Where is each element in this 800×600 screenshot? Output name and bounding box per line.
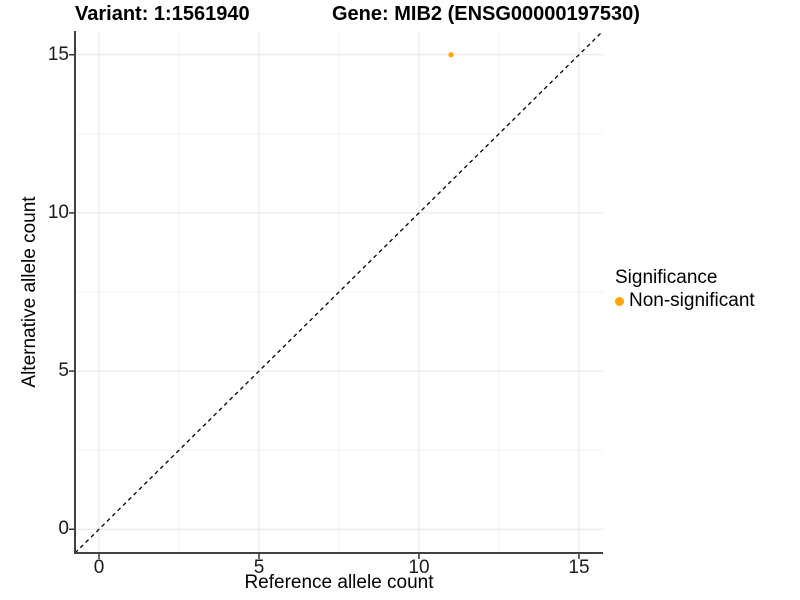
x-tick-label: 5 bbox=[253, 557, 265, 578]
legend-item-label: Non-significant bbox=[629, 290, 755, 311]
legend-title: Significance bbox=[615, 267, 718, 288]
x-tick-label: 10 bbox=[408, 557, 430, 578]
y-axis-title: Alternative allele count bbox=[19, 196, 40, 388]
legend-point-icon bbox=[615, 296, 624, 306]
plot-title-row: Variant: 1:1561940 Gene: MIB2 (ENSG00000… bbox=[0, 2, 800, 28]
x-axis-title: Reference allele count bbox=[244, 572, 434, 593]
y-tick-label: 5 bbox=[58, 360, 69, 382]
data-point bbox=[448, 52, 454, 58]
legend-item: Non-significant bbox=[615, 290, 755, 312]
legend: Significance Non-significant bbox=[615, 266, 755, 312]
plot-title-gene: Gene: MIB2 (ENSG00000197530) bbox=[332, 3, 640, 25]
plot-title-variant: Variant: 1:1561940 bbox=[75, 3, 250, 25]
y-tick-label: 15 bbox=[47, 43, 69, 65]
y-tick-label: 10 bbox=[47, 201, 69, 223]
x-tick-label: 15 bbox=[568, 557, 590, 578]
x-tick-label: 0 bbox=[93, 557, 105, 578]
identity-reference-line bbox=[74, 30, 604, 554]
y-tick-label: 0 bbox=[58, 518, 69, 540]
